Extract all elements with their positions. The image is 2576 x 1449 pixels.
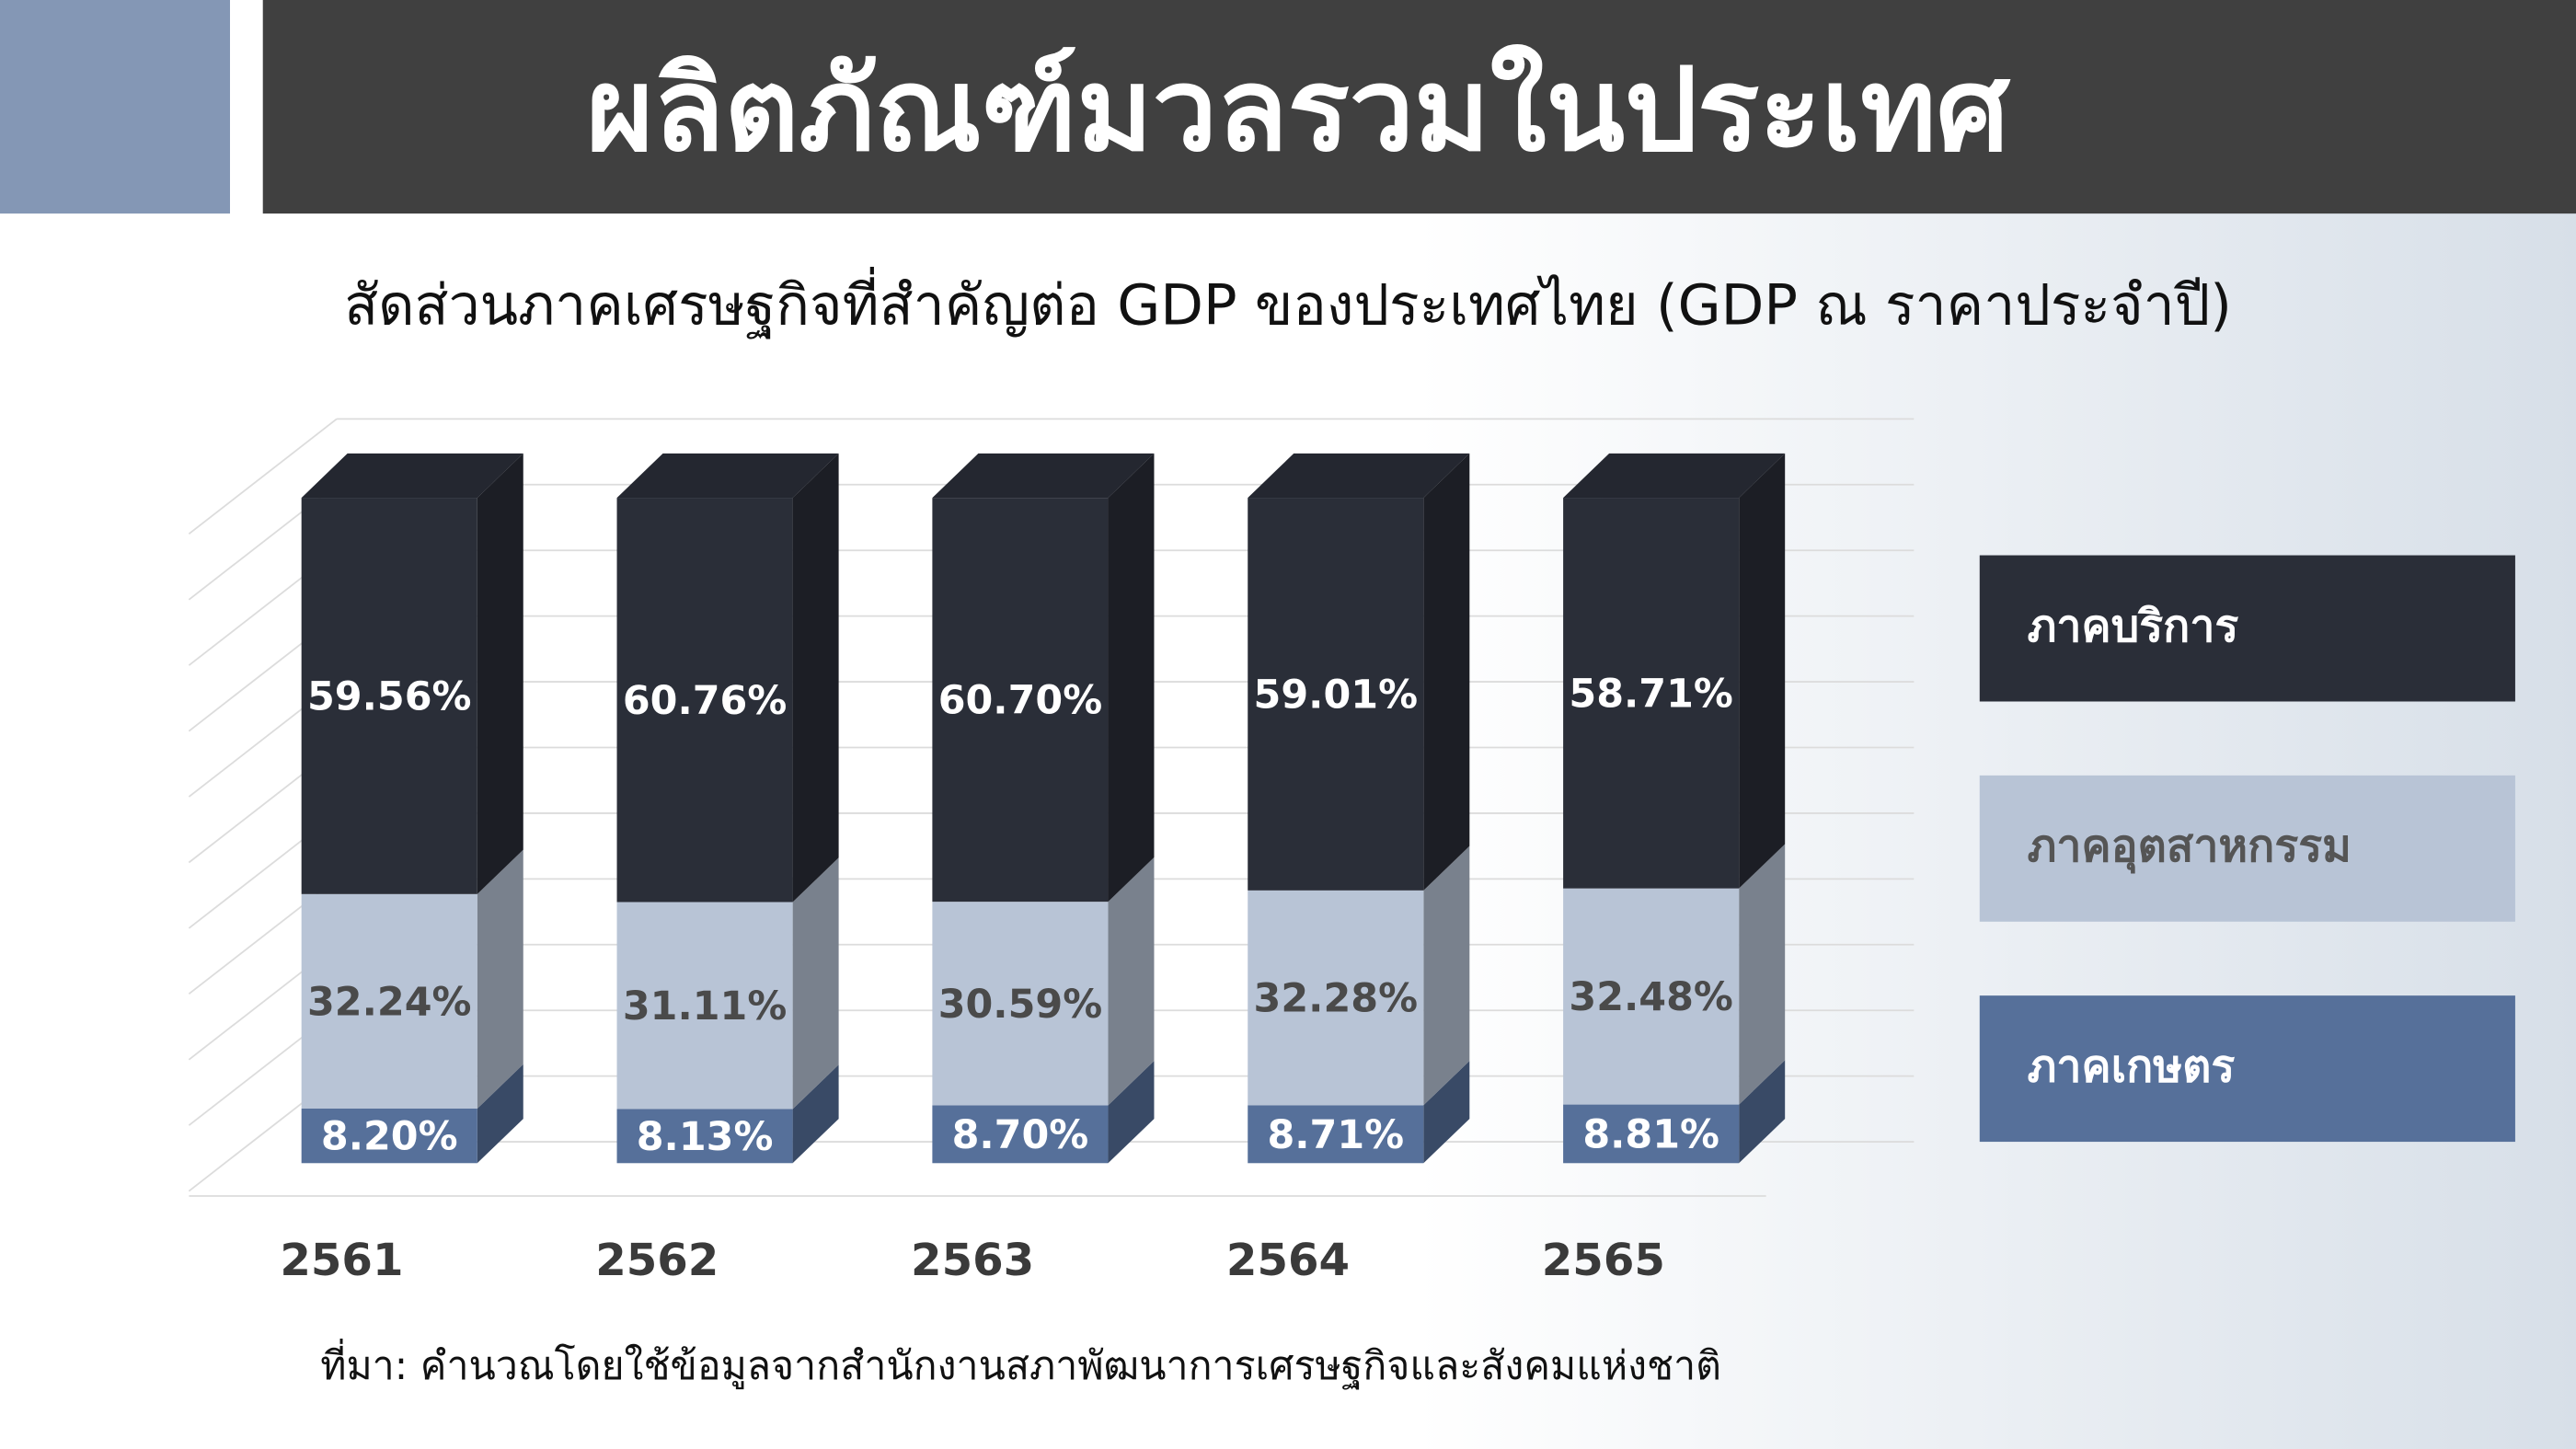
bar-side (792, 453, 839, 903)
value-label: 32.28% (1254, 976, 1418, 1022)
bar (1248, 1105, 1424, 1164)
x-tick-label: 2563 (911, 1235, 1034, 1286)
bar (301, 893, 477, 1109)
x-tick-label: 2564 (1226, 1235, 1350, 1286)
value-label: 8.71% (1267, 1112, 1404, 1158)
bar-side (1423, 845, 1470, 1106)
bar-top (1248, 453, 1470, 499)
bar-side (1108, 1061, 1155, 1164)
bar (616, 1109, 793, 1164)
bar (1563, 1104, 1740, 1164)
bar-side (477, 1064, 523, 1164)
bar (301, 498, 477, 894)
bar-side (477, 849, 523, 1109)
value-label: 8.13% (637, 1114, 774, 1160)
x-tick-label: 2561 (280, 1235, 403, 1286)
bar (932, 902, 1109, 1106)
legend-swatch (1979, 775, 2515, 922)
bar-side (792, 1064, 839, 1164)
legend-swatch (1979, 995, 2515, 1143)
bar-side (792, 857, 839, 1110)
value-label: 58.71% (1569, 671, 1732, 717)
bar (616, 498, 793, 903)
bar-side (1739, 453, 1786, 889)
bar (1563, 498, 1740, 889)
bar (932, 1105, 1109, 1164)
value-label: 8.81% (1582, 1111, 1719, 1157)
value-label: 32.48% (1569, 974, 1732, 1020)
source-note: ที่มา: คำนวณโดยใช้ข้อมูลจากสำนักงานสภาพั… (320, 1339, 1721, 1390)
bar-side (477, 453, 523, 894)
legend-label: ภาคเกษตร (2028, 1041, 2236, 1093)
x-tick-label: 2562 (595, 1235, 719, 1286)
value-label: 32.24% (307, 979, 471, 1025)
x-tick-label: 2565 (1542, 1235, 1665, 1286)
legend-label: ภาคบริการ (2028, 601, 2239, 652)
bar-side (1108, 453, 1155, 903)
bar-top (932, 453, 1155, 499)
page-title: ผลิตภัณฑ์มวลรวมในประเทศ (586, 44, 2010, 178)
legend-label: ภาคอุตสาหกรรม (2028, 821, 2352, 874)
bar (932, 498, 1109, 903)
value-label: 8.70% (952, 1112, 1089, 1158)
bar (1248, 498, 1424, 891)
value-label: 59.01% (1254, 673, 1418, 719)
bar-top (301, 453, 523, 499)
bar (1563, 888, 1740, 1105)
value-label: 30.59% (938, 982, 1102, 1028)
bar (1248, 890, 1424, 1106)
bar-top (616, 453, 839, 499)
chart-title: สัดส่วนภาคเศรษฐกิจที่สำคัญต่อ GDP ของประ… (344, 266, 2232, 339)
bar-side (1739, 844, 1786, 1105)
value-label: 31.11% (623, 983, 787, 1029)
header-bar (262, 0, 2576, 214)
header-accent (0, 0, 230, 214)
bar-side (1423, 1061, 1470, 1164)
bar (301, 1108, 477, 1164)
bar-side (1108, 857, 1155, 1106)
bar (616, 902, 793, 1110)
bar-top (1563, 453, 1786, 499)
bar-side (1423, 453, 1470, 891)
value-label: 60.70% (938, 678, 1102, 724)
bar-side (1739, 1060, 1786, 1164)
legend-swatch (1979, 555, 2515, 702)
value-label: 8.20% (321, 1114, 458, 1160)
value-label: 59.56% (307, 674, 471, 720)
value-label: 60.76% (623, 678, 787, 724)
